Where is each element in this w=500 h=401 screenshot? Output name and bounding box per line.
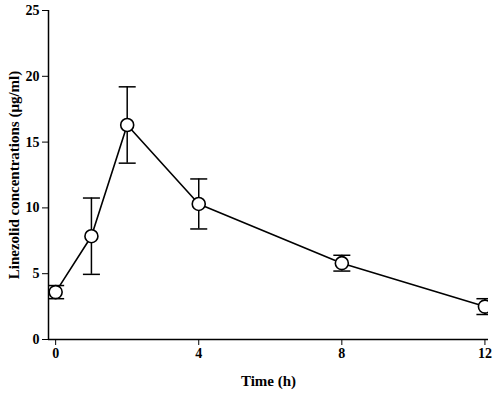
- svg-text:8: 8: [338, 346, 345, 361]
- svg-text:0: 0: [33, 332, 40, 347]
- svg-text:Linezolid concentrations (μg/m: Linezolid concentrations (μg/ml): [6, 71, 23, 279]
- svg-text:4: 4: [195, 346, 202, 361]
- svg-text:12: 12: [478, 346, 492, 361]
- svg-text:25: 25: [26, 3, 40, 18]
- svg-text:20: 20: [26, 69, 40, 84]
- svg-text:5: 5: [33, 266, 40, 281]
- svg-text:Time (h): Time (h): [241, 373, 296, 390]
- svg-text:0: 0: [52, 346, 59, 361]
- svg-text:10: 10: [26, 200, 40, 215]
- svg-text:15: 15: [26, 135, 40, 150]
